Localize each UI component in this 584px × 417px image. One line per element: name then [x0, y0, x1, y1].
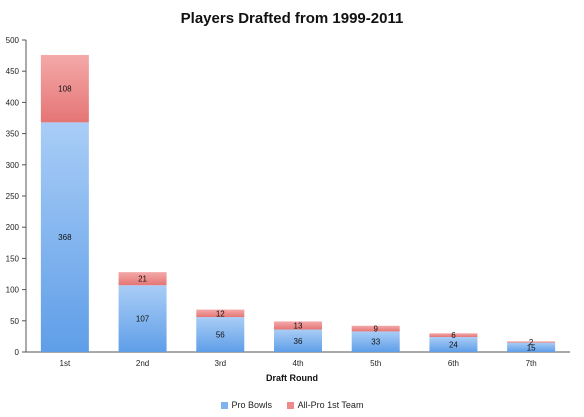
bar-all-pro-2nd: [118, 272, 167, 286]
data-label: 13: [294, 321, 303, 330]
data-label: 368: [58, 233, 72, 242]
y-tick-label: 200: [6, 223, 20, 232]
x-tick-label: 5th: [370, 359, 381, 368]
bar-all-pro-5th: [351, 325, 400, 332]
y-tick-label: 450: [6, 67, 20, 76]
data-label: 24: [449, 341, 458, 350]
legend-swatch-pro-bowls: [220, 402, 228, 409]
y-tick-label: 400: [6, 98, 20, 107]
legend-swatch-all-pro: [286, 402, 294, 409]
data-label: 108: [58, 85, 72, 94]
y-tick-label: 250: [6, 192, 20, 201]
legend: Pro Bowls All-Pro 1st Team: [0, 400, 584, 410]
bar-all-pro-1st: [40, 54, 89, 123]
bar-pro-bowls-6th: [429, 337, 478, 352]
x-tick-label: 1st: [60, 359, 71, 368]
y-tick-label: 150: [6, 254, 20, 263]
legend-label-pro-bowls: Pro Bowls: [231, 400, 273, 410]
data-label: 107: [136, 315, 150, 324]
bar-pro-bowls-5th: [351, 331, 400, 352]
x-axis-label: Draft Round: [266, 373, 318, 383]
bar-pro-bowls-1st: [40, 122, 89, 352]
data-label: 36: [294, 337, 303, 346]
y-tick-label: 100: [6, 286, 20, 295]
data-label: 2: [529, 338, 534, 347]
x-tick-label: 4th: [292, 359, 303, 368]
data-label: 15: [527, 343, 536, 352]
bar-pro-bowls-4th: [274, 329, 322, 352]
y-tick-label: 300: [6, 161, 20, 170]
bar-pro-bowls-3rd: [196, 317, 245, 352]
bar-all-pro-4th: [274, 321, 322, 330]
data-label: 56: [216, 331, 225, 340]
x-tick-label: 7th: [526, 359, 537, 368]
chart-title: Players Drafted from 1999-2011: [180, 10, 404, 27]
x-tick-label: 2nd: [136, 359, 149, 368]
bar-all-pro-6th: [429, 333, 478, 338]
y-tick-label: 50: [10, 317, 19, 326]
data-label: 9: [373, 325, 378, 334]
y-tick-label: 0: [15, 348, 20, 357]
x-tick-label: 6th: [448, 359, 459, 368]
bar-pro-bowls-2nd: [118, 285, 167, 352]
bar-all-pro-3rd: [196, 309, 245, 318]
data-label: 6: [451, 331, 456, 340]
legend-item-pro-bowls: Pro Bowls: [220, 400, 273, 410]
y-tick-label: 350: [6, 130, 20, 139]
bar-pro-bowls-7th: [507, 342, 556, 352]
data-label: 21: [138, 275, 147, 284]
legend-item-all-pro: All-Pro 1st Team: [286, 400, 364, 410]
data-label: 33: [371, 338, 380, 347]
legend-label-all-pro: All-Pro 1st Team: [297, 400, 364, 410]
bar-all-pro-7th: [507, 341, 556, 343]
x-tick-label: 3rd: [215, 359, 227, 368]
data-label: 12: [216, 309, 225, 318]
y-tick-label: 500: [6, 36, 20, 45]
